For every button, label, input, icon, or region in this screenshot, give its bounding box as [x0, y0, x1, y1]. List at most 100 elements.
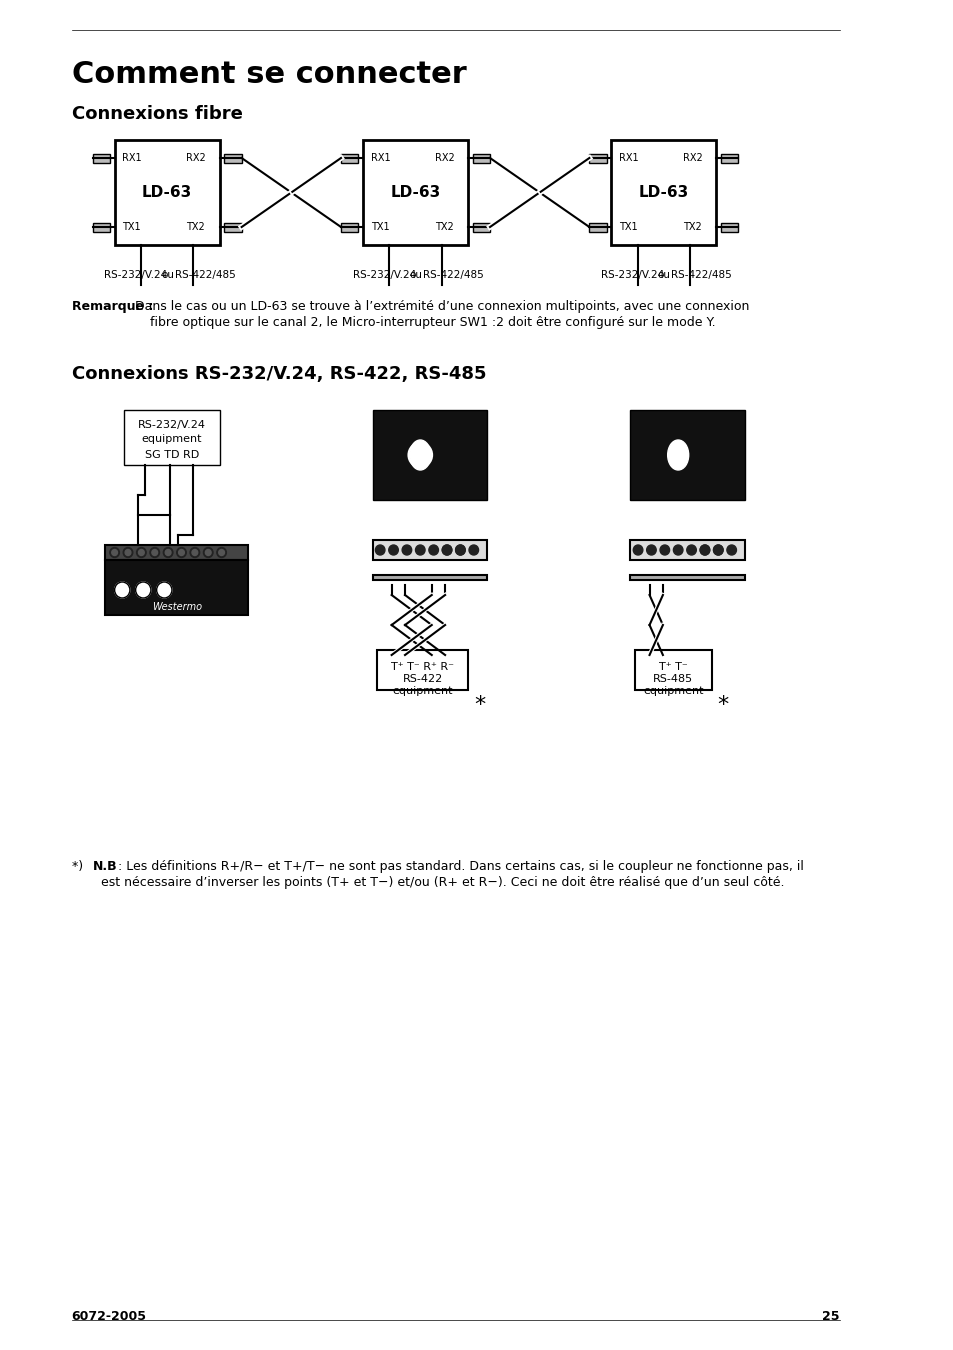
Text: RX1: RX1: [370, 153, 390, 163]
Bar: [630, 410, 744, 500]
Text: Connexions RS-232/V.24, RS-422, RS-485: Connexions RS-232/V.24, RS-422, RS-485: [71, 364, 486, 383]
Circle shape: [123, 548, 132, 558]
Circle shape: [456, 545, 465, 555]
Bar: [635, 649, 711, 690]
Circle shape: [659, 545, 669, 555]
Circle shape: [673, 545, 682, 555]
Circle shape: [389, 545, 398, 555]
Circle shape: [469, 545, 478, 555]
Circle shape: [163, 548, 172, 558]
Ellipse shape: [410, 440, 431, 470]
Text: equipment: equipment: [142, 433, 202, 444]
Text: Westermo: Westermo: [152, 602, 202, 612]
Circle shape: [156, 582, 172, 598]
Circle shape: [402, 545, 412, 555]
Text: TX1: TX1: [618, 221, 637, 232]
Text: : Les définitions R+/R− et T+/T− ne sont pas standard. Dans certains cas, si le : : Les définitions R+/R− et T+/T− ne sont…: [113, 860, 802, 873]
Text: fibre optique sur le canal 2, le Micro-interrupteur SW1 :2 doit être configuré s: fibre optique sur le canal 2, le Micro-i…: [150, 316, 715, 329]
Text: TX2: TX2: [682, 221, 701, 232]
Text: ou: ou: [658, 270, 670, 279]
Circle shape: [646, 545, 656, 555]
Circle shape: [429, 545, 438, 555]
Text: SG TD RD: SG TD RD: [145, 450, 199, 460]
Text: T⁺ T⁻: T⁺ T⁻: [659, 662, 687, 672]
Text: RS-232/V.24: RS-232/V.24: [138, 420, 206, 431]
Circle shape: [375, 545, 385, 555]
Bar: [92, 154, 110, 162]
Bar: [372, 575, 487, 580]
Circle shape: [442, 545, 452, 555]
Text: Connexions fibre: Connexions fibre: [71, 105, 242, 123]
Text: RX2: RX2: [186, 153, 206, 163]
Circle shape: [205, 549, 211, 555]
Bar: [473, 223, 490, 231]
Text: est nécessaire d’inverser les points (T+ et T−) et/ou (R+ et R−). Ceci ne doit ê: est nécessaire d’inverser les points (T+…: [92, 876, 783, 890]
Text: TX2: TX2: [186, 221, 205, 232]
Text: Comment se connecter: Comment se connecter: [71, 59, 466, 89]
Circle shape: [700, 545, 709, 555]
Bar: [224, 154, 241, 162]
Text: TX1: TX1: [122, 221, 141, 232]
Circle shape: [442, 545, 452, 555]
Circle shape: [686, 545, 696, 555]
Text: TX2: TX2: [435, 221, 453, 232]
Circle shape: [700, 545, 709, 555]
Bar: [372, 540, 487, 560]
Bar: [340, 223, 357, 231]
Circle shape: [190, 548, 199, 558]
Bar: [124, 410, 219, 464]
Bar: [114, 140, 219, 244]
Bar: [589, 223, 606, 231]
Circle shape: [112, 549, 117, 555]
Circle shape: [633, 545, 642, 555]
Circle shape: [150, 548, 159, 558]
Circle shape: [125, 549, 131, 555]
Text: TX1: TX1: [370, 221, 389, 232]
Circle shape: [726, 545, 736, 555]
Bar: [630, 575, 744, 580]
Text: LD-63: LD-63: [142, 185, 193, 200]
Circle shape: [136, 548, 146, 558]
Circle shape: [203, 548, 213, 558]
Text: RS-232/V.24: RS-232/V.24: [353, 270, 416, 279]
Text: *: *: [717, 695, 728, 716]
Circle shape: [110, 548, 119, 558]
Bar: [362, 140, 468, 244]
Bar: [340, 154, 357, 162]
Text: RX2: RX2: [682, 153, 702, 163]
Text: LD-63: LD-63: [390, 185, 440, 200]
Text: Dans le cas ou un LD-63 se trouve à l’extrémité d’une connexion multipoints, ave: Dans le cas ou un LD-63 se trouve à l’ex…: [131, 300, 748, 313]
Text: 6072-2005: 6072-2005: [71, 1310, 147, 1323]
Bar: [105, 560, 248, 616]
Circle shape: [216, 548, 226, 558]
Bar: [720, 223, 738, 231]
Circle shape: [165, 549, 171, 555]
Text: *: *: [474, 695, 485, 716]
Text: RS-485: RS-485: [653, 674, 693, 684]
Circle shape: [713, 545, 722, 555]
Bar: [473, 154, 490, 162]
Circle shape: [713, 545, 722, 555]
Bar: [630, 540, 744, 560]
Circle shape: [114, 582, 130, 598]
Bar: [92, 223, 110, 231]
Bar: [720, 154, 738, 162]
Bar: [105, 545, 248, 560]
Circle shape: [138, 549, 144, 555]
Text: Remarque :: Remarque :: [71, 300, 152, 313]
Text: *): *): [71, 860, 95, 873]
Text: RX2: RX2: [435, 153, 454, 163]
Circle shape: [178, 549, 184, 555]
Circle shape: [192, 549, 197, 555]
Text: ou: ou: [409, 270, 422, 279]
Circle shape: [176, 548, 186, 558]
Text: T⁺ T⁻ R⁺ R⁻: T⁺ T⁻ R⁺ R⁻: [391, 662, 454, 672]
Bar: [376, 649, 468, 690]
Text: equipment: equipment: [642, 686, 703, 697]
Ellipse shape: [667, 440, 688, 470]
Circle shape: [409, 443, 432, 467]
Text: N.B: N.B: [92, 860, 117, 873]
Text: RX1: RX1: [618, 153, 638, 163]
Bar: [611, 140, 716, 244]
Circle shape: [152, 549, 157, 555]
